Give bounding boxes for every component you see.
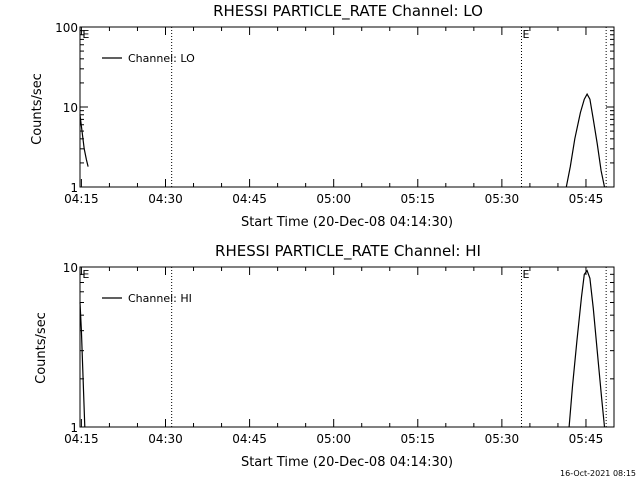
timestamp: 16-Oct-2021 08:15 (560, 469, 636, 478)
x-tick-label: 05:15 (400, 192, 435, 206)
x-tick-label: 04:30 (148, 192, 183, 206)
event-label: E (82, 28, 89, 41)
series-line (568, 269, 606, 428)
x-tick-label: 04:15 (64, 432, 99, 446)
x-tick-label: 04:15 (64, 192, 99, 206)
y-axis-label: Counts/sec (34, 312, 49, 384)
plot-area: 04:15 04:30 04:45 05:00 05:15 05:30 05:45 1 10 10… (55, 21, 615, 206)
series-line (79, 302, 86, 428)
event-label: E (522, 268, 529, 281)
panel-channel-lo: RHESSI PARTICLE_RATE Channel: LO Start T… (30, 2, 615, 230)
x-tick-label: 05:15 (400, 432, 435, 446)
x-tick-label: 05:45 (569, 192, 604, 206)
event-label: E (522, 28, 529, 41)
x-tick-label: 05:30 (485, 192, 520, 206)
x-tick-label: 04:45 (232, 192, 267, 206)
panel-channel-hi: RHESSI PARTICLE_RATE Channel: HI Start T… (34, 242, 615, 470)
x-tick-label: 04:30 (148, 432, 183, 446)
legend-label: Channel: HI (128, 292, 192, 305)
y-tick-label: 10 (63, 261, 78, 275)
plot-frame (79, 266, 615, 428)
x-tick-label: 05:00 (316, 432, 351, 446)
series-line (565, 92, 606, 188)
y-axis-label: Counts/sec (30, 73, 45, 145)
x-tick-label: 05:30 (485, 432, 520, 446)
chart-title: RHESSI PARTICLE_RATE Channel: LO (213, 2, 483, 21)
x-axis-label: Start Time (20-Dec-08 04:14:30) (241, 215, 453, 230)
legend-label: Channel: LO (128, 52, 195, 65)
event-label: E (82, 268, 89, 281)
x-tick-label: 04:45 (232, 432, 267, 446)
x-tick-label: 05:45 (569, 432, 604, 446)
y-tick-label: 100 (55, 21, 78, 35)
plot-area: 04:15 04:30 04:45 05:00 05:15 05:30 05:45 1 10 E E… (63, 261, 615, 446)
y-tick-label: 1 (70, 181, 78, 195)
y-tick-label: 10 (63, 101, 78, 115)
series-line (79, 114, 89, 167)
chart-title: RHESSI PARTICLE_RATE Channel: HI (215, 242, 481, 261)
y-tick-label: 1 (70, 421, 78, 435)
x-axis-label: Start Time (20-Dec-08 04:14:30) (241, 455, 453, 470)
x-tick-label: 05:00 (316, 192, 351, 206)
